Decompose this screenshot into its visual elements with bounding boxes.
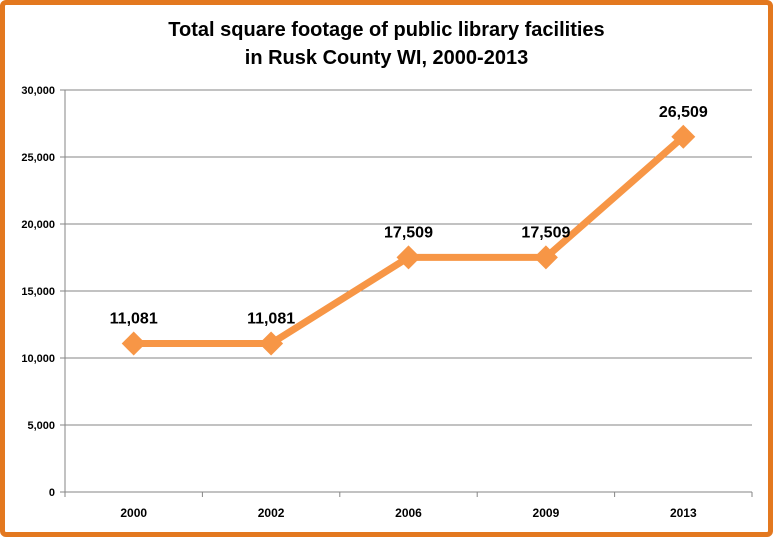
x-tick-label: 2013 bbox=[670, 506, 697, 520]
x-tick-label: 2006 bbox=[395, 506, 422, 520]
chart-title-line-2: in Rusk County WI, 2000-2013 bbox=[244, 47, 529, 69]
chart-title-line-1: Total square footage of public library f… bbox=[168, 19, 605, 41]
y-tick-label: 20,000 bbox=[21, 219, 55, 231]
data-label: 26,509 bbox=[659, 104, 708, 121]
data-point-marker bbox=[533, 245, 558, 270]
y-tick-label: 25,000 bbox=[21, 152, 55, 164]
y-tick-label: 15,000 bbox=[21, 286, 55, 298]
x-tick-label: 2009 bbox=[533, 506, 560, 520]
data-label: 11,081 bbox=[110, 311, 158, 328]
x-tick-label: 2002 bbox=[258, 506, 285, 520]
y-tick-label: 30,000 bbox=[21, 85, 55, 97]
y-tick-label: 5,000 bbox=[27, 420, 55, 432]
y-tick-label: 0 bbox=[49, 487, 55, 499]
data-label: 17,509 bbox=[384, 224, 433, 241]
x-tick-label: 2000 bbox=[120, 506, 147, 520]
data-point-marker bbox=[671, 124, 696, 149]
data-point-marker bbox=[259, 331, 284, 356]
data-point-marker bbox=[396, 245, 421, 270]
y-tick-label: 10,000 bbox=[21, 353, 55, 365]
data-label: 11,081 bbox=[247, 311, 295, 328]
data-point-marker bbox=[121, 331, 146, 356]
chart-title: Total square footage of public library f… bbox=[0, 16, 773, 72]
data-label: 17,509 bbox=[521, 224, 570, 241]
